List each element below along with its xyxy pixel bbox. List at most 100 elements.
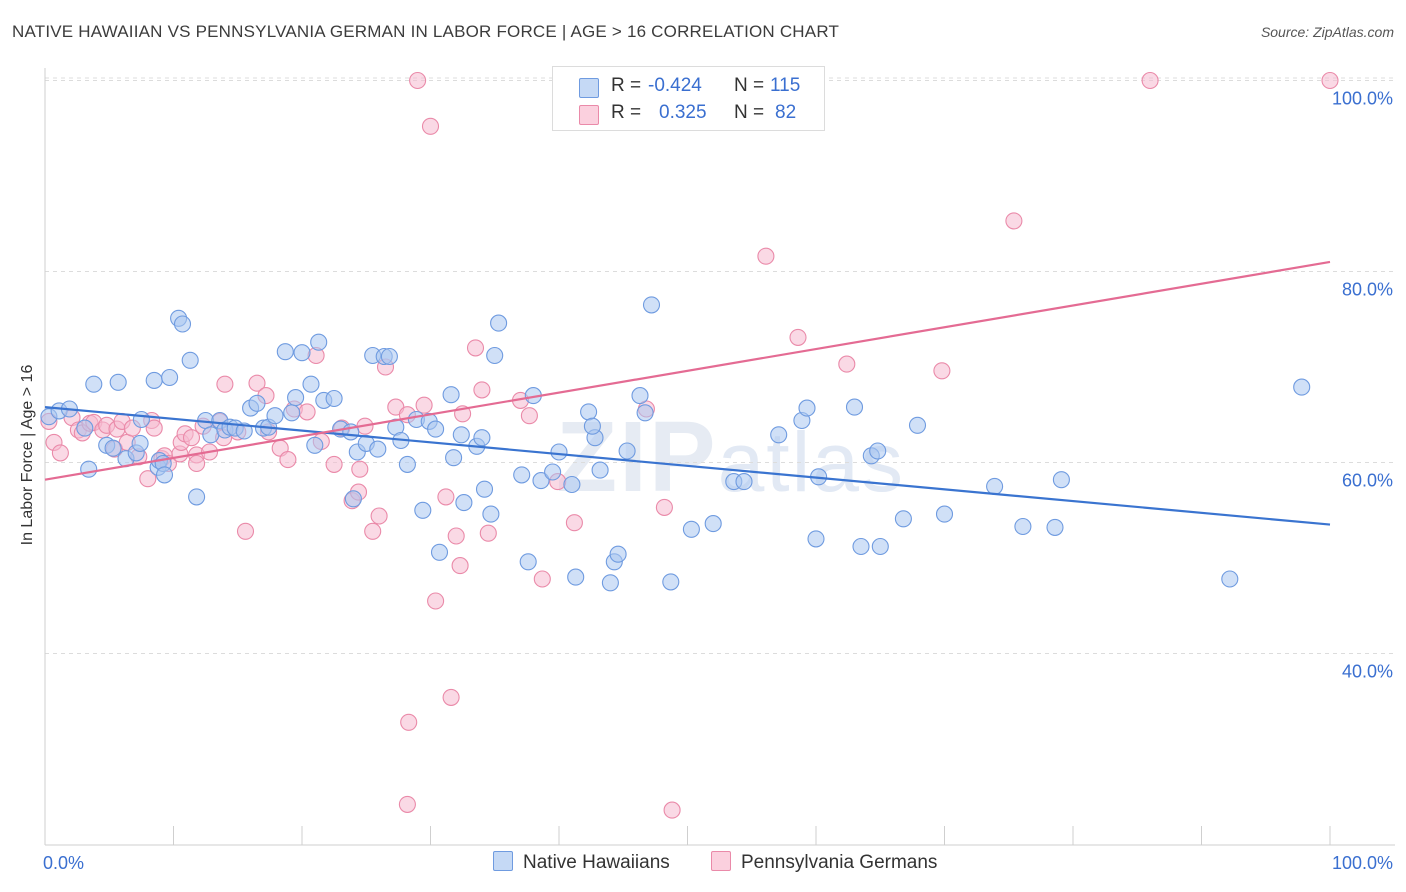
point-pennsylvania-german [325,455,343,473]
point-pennsylvania-german [351,460,369,478]
point-native-hawaiian [181,351,199,369]
point-native-hawaiian [475,480,494,498]
point-native-hawaiian [490,314,508,332]
point-pennsylvania-german [447,527,465,545]
point-native-hawaiian [293,344,311,362]
point-native-hawaiian [80,460,98,478]
point-native-hawaiian [344,490,362,508]
point-native-hawaiian [544,463,562,481]
bottom-legend-label: Pennsylvania Germans [741,852,938,873]
legend-swatch-blue [579,78,599,98]
point-native-hawaiian [427,420,445,438]
point-native-hawaiian [276,343,294,361]
point-native-hawaiian [325,389,343,408]
point-native-hawaiian [430,543,449,561]
point-pennsylvania-german [437,488,455,506]
legend-r-label: R = [611,75,642,96]
point-pennsylvania-german [663,801,681,819]
point-native-hawaiian [302,375,320,393]
point-pennsylvania-german [370,507,388,525]
point-native-hawaiian [618,442,636,460]
legend-n-label: N = [734,75,765,96]
point-native-hawaiian [473,429,491,447]
source-note: Source: ZipAtlas.com [1260,24,1394,40]
point-native-hawaiian [455,494,473,512]
x-tick-label: 0.0% [43,853,84,873]
point-pennsylvania-german [565,514,583,532]
point-native-hawaiian [287,389,305,407]
point-native-hawaiian [445,449,463,467]
point-pennsylvania-german [398,795,416,813]
point-native-hawaiian [735,473,753,491]
point-native-hawaiian [283,404,301,422]
point-pennsylvania-german [479,524,497,542]
point-pennsylvania-german [451,557,469,575]
point-native-hawaiian [601,574,619,592]
point-pennsylvania-german [520,407,538,425]
legend-swatch-pink [579,105,599,125]
y-tick-label: 40.0% [1342,662,1393,682]
point-native-hawaiian [173,315,192,333]
point-native-hawaiian [513,466,531,484]
point-pennsylvania-german [400,713,418,731]
point-pennsylvania-german [139,470,157,488]
point-pennsylvania-german [298,403,316,421]
point-native-hawaiian [155,466,174,484]
point-pennsylvania-german [789,328,807,346]
point-native-hawaiian [662,573,680,591]
point-native-hawaiian [986,477,1004,495]
correlation-legend: R = -0.424 N = 115 R = 0.325 N = 82 [552,66,825,131]
bottom-legend-pennsylvania-germans: Pennsylvania Germans [711,851,937,874]
point-pennsylvania-german [248,374,266,392]
point-native-hawaiian [550,443,568,461]
legend-r-value: -0.424 [648,75,702,96]
point-pennsylvania-german [1005,212,1023,230]
point-native-hawaiian [894,510,912,528]
point-pennsylvania-german [466,339,485,357]
bottom-legend-swatch-blue [493,851,513,871]
point-native-hawaiian [248,394,266,412]
point-native-hawaiian [869,442,887,460]
point-native-hawaiian [580,403,598,421]
point-native-hawaiian [414,501,432,519]
point-native-hawaiian [798,399,816,417]
point-pennsylvania-german [442,688,460,706]
y-tick-label: 80.0% [1342,280,1393,300]
point-native-hawaiian [852,537,870,556]
point-native-hawaiian [682,520,700,538]
point-pennsylvania-german [473,381,491,399]
point-native-hawaiian [188,488,206,506]
point-native-hawaiian [807,530,825,548]
point-native-hawaiian [398,455,416,473]
point-pennsylvania-german [421,117,440,135]
point-native-hawaiian [1046,518,1064,536]
chart-title: NATIVE HAWAIIAN VS PENNSYLVANIA GERMAN I… [12,22,840,41]
point-native-hawaiian [532,472,550,490]
point-pennsylvania-german [236,522,255,540]
point-pennsylvania-german [838,355,856,373]
point-native-hawaiian [306,436,324,454]
point-native-hawaiian [482,505,500,523]
point-native-hawaiian [452,426,470,444]
point-native-hawaiian [442,386,460,404]
y-tick-label: 60.0% [1342,471,1393,491]
point-native-hawaiian [76,419,94,437]
point-pennsylvania-german [409,71,427,90]
point-native-hawaiian [369,440,387,458]
point-native-hawaiian [908,416,927,434]
point-native-hawaiian [636,404,654,422]
y-axis-title: In Labor Force | Age > 16 [19,364,36,546]
point-native-hawaiian [131,434,149,452]
point-native-hawaiian [642,296,661,314]
legend-n-value: 115 [770,75,801,96]
point-native-hawaiian [132,410,150,429]
point-native-hawaiian [609,545,627,563]
point-native-hawaiian [631,387,649,405]
point-pennsylvania-german [757,247,775,265]
point-native-hawaiian [935,505,954,523]
x-tick-label: 100.0% [1332,853,1393,873]
point-pennsylvania-german [364,522,382,540]
point-pennsylvania-german [182,429,201,447]
point-native-hawaiian [567,568,585,586]
